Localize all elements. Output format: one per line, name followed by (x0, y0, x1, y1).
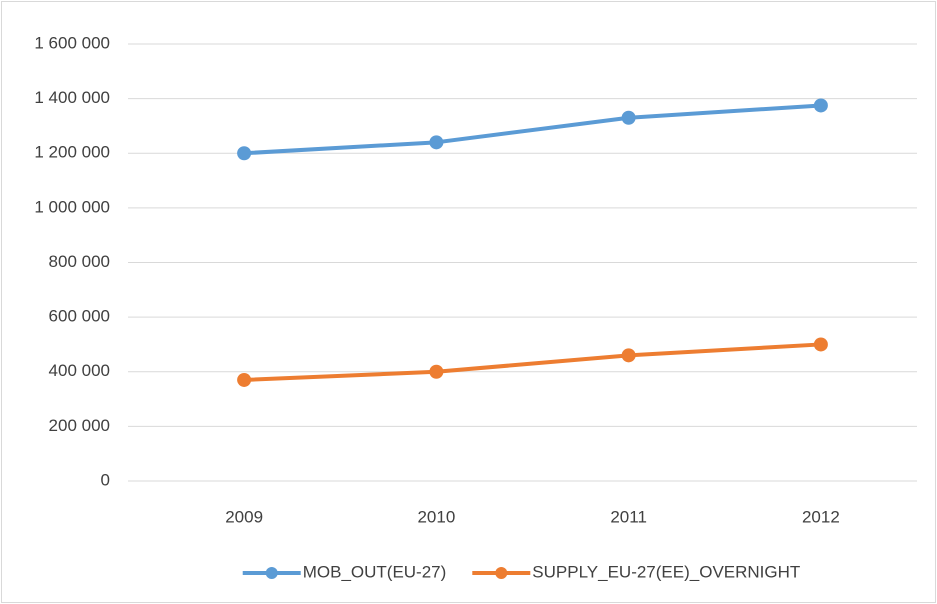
series-line (244, 342, 821, 382)
legend-label: MOB_OUT(EU-27) (303, 562, 447, 581)
data-point (237, 146, 252, 161)
data-point (813, 98, 828, 113)
data-point (621, 348, 636, 363)
y-tick-label: 600 000 (49, 307, 110, 326)
data-point (237, 372, 252, 387)
y-tick-label: 1 200 000 (34, 143, 110, 162)
x-tick-label: 2012 (802, 507, 840, 526)
y-tick-label: 1 400 000 (34, 88, 110, 107)
legend-label: SUPPLY_EU-27(EE)_OVERNIGHT (532, 562, 800, 581)
legend-marker (495, 567, 508, 579)
data-point (429, 364, 444, 379)
data-point (813, 337, 828, 352)
series-line (244, 103, 822, 156)
x-tick-label: 2010 (417, 507, 455, 526)
data-point (621, 110, 636, 125)
y-tick-label: 1 000 000 (34, 197, 110, 216)
y-tick-label: 1 600 000 (34, 33, 110, 52)
y-tick-label: 800 000 (49, 252, 110, 271)
x-tick-label: 2011 (610, 507, 647, 526)
y-tick-label: 400 000 (49, 361, 110, 380)
y-tick-label: 0 (101, 470, 110, 489)
y-tick-label: 200 000 (49, 416, 110, 435)
legend-marker (265, 567, 278, 579)
x-tick-label: 2009 (225, 507, 263, 526)
data-point (429, 135, 444, 150)
